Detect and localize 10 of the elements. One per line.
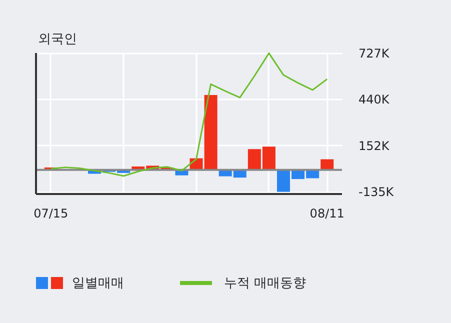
chart-title: 외국인 (38, 32, 77, 47)
legend-label: 누적 매매동향 (224, 276, 306, 291)
x-tick-label: 07/15 (34, 206, 68, 220)
line-series (50, 52, 328, 177)
y-tick-label: 727K (358, 46, 390, 60)
legend-label: 일별매매 (72, 276, 124, 291)
y-tick-label: 152K (358, 138, 390, 153)
y-tick-label: 440K (358, 92, 390, 107)
y-tick-label: -135K (358, 185, 395, 200)
x-tick-label: 08/11 (310, 206, 344, 220)
